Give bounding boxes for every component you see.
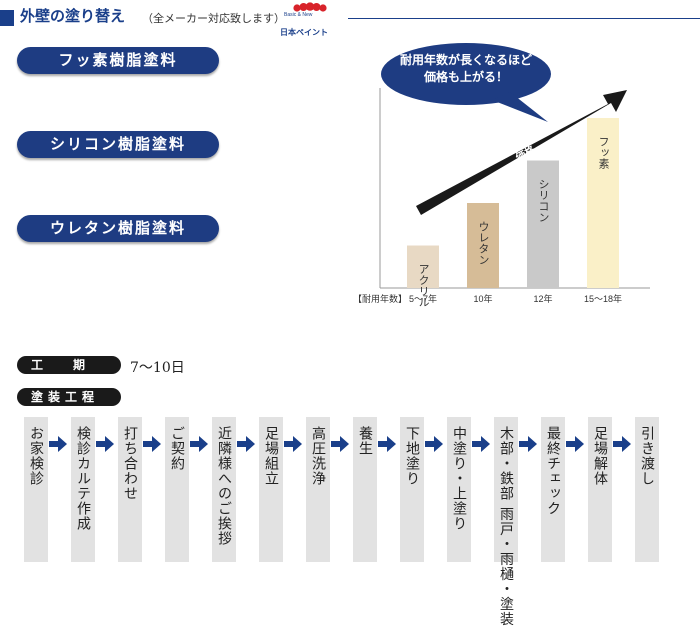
step-arrow-icon xyxy=(49,436,67,452)
step-arrow-icon xyxy=(237,436,255,452)
header-rule xyxy=(348,18,700,19)
process-step-label: 検診カルテ作成 xyxy=(75,426,91,531)
step-arrow-icon xyxy=(472,436,490,452)
process-step: 検診カルテ作成 xyxy=(71,417,95,562)
period-label: 工 期 xyxy=(17,356,121,374)
process-step: 下地塗り xyxy=(400,417,424,562)
x-tick-4: 15〜18年 xyxy=(584,293,622,304)
process-step-label: 下地塗り xyxy=(404,426,420,486)
callout-tail xyxy=(492,92,548,122)
bar-3 xyxy=(527,160,559,288)
bar-2 xyxy=(467,203,499,288)
paint-silicone-label: シリコン樹脂塗料 xyxy=(17,131,219,158)
callout-bubble xyxy=(381,43,551,105)
process-step-label: 足場組立 xyxy=(263,426,279,486)
step-arrow-icon xyxy=(613,436,631,452)
step-arrow-icon xyxy=(96,436,114,452)
process-step: 足場解体 xyxy=(588,417,612,562)
process-step: 高圧洗浄 xyxy=(306,417,330,562)
process-step-label: お家検診 xyxy=(28,426,44,486)
process-step-label: ご契約 xyxy=(169,426,185,471)
bar-1 xyxy=(407,245,439,288)
period-value: 7〜10日 xyxy=(130,360,185,376)
process-step-label: 中塗り・上塗り xyxy=(451,426,467,531)
process-step: 近隣様へのご挨拶 xyxy=(212,417,236,562)
paint-urethane-label: ウレタン樹脂塗料 xyxy=(17,215,219,242)
header-marker xyxy=(0,10,14,26)
process-step: 最終チェック xyxy=(541,417,565,562)
step-arrow-icon xyxy=(566,436,584,452)
process-step: 打ち合わせ xyxy=(118,417,142,562)
process-step-label: 打ち合わせ xyxy=(122,426,138,501)
bar-label-1: アクリル xyxy=(417,264,430,308)
process-label: 塗装工程 xyxy=(17,388,121,406)
process-step: 養生 xyxy=(353,417,377,562)
process-step-label: 木部・鉄部 雨戸・雨樋・塗装 xyxy=(498,426,514,626)
logo-text: 日本ペイント xyxy=(280,28,328,37)
process-step: ご契約 xyxy=(165,417,189,562)
process-step: 引き渡し xyxy=(635,417,659,562)
process-step-label: 高圧洗浄 xyxy=(310,426,326,486)
x-axis-label: 【耐用年数】 xyxy=(353,293,407,304)
bar-label-4: フッ素 xyxy=(597,136,610,169)
step-arrow-icon xyxy=(190,436,208,452)
process-step-label: 近隣様へのご挨拶 xyxy=(216,426,232,546)
process-step-label: 養生 xyxy=(357,426,373,456)
logo-tagline: Basic & New xyxy=(284,12,313,18)
process-step-label: 引き渡し xyxy=(639,426,655,486)
step-arrow-icon xyxy=(378,436,396,452)
step-arrow-icon xyxy=(519,436,537,452)
process-step: 木部・鉄部 雨戸・雨樋・塗装 xyxy=(494,417,518,626)
process-step: 足場組立 xyxy=(259,417,283,562)
process-step: 中塗り・上塗り xyxy=(447,417,471,562)
step-arrow-icon xyxy=(284,436,302,452)
x-tick-3: 12年 xyxy=(533,293,552,304)
bar-label-2: ウレタン xyxy=(477,221,489,265)
paint-fluorine-label: フッ素樹脂塗料 xyxy=(17,47,219,74)
process-step: お家検診 xyxy=(24,417,48,562)
nippon-paint-logo xyxy=(293,2,327,12)
bar-4 xyxy=(587,118,619,288)
page-title: 外壁の塗り替え xyxy=(20,7,126,25)
step-arrow-icon xyxy=(425,436,443,452)
price-arrow xyxy=(416,90,627,215)
process-step-label: 足場解体 xyxy=(592,426,608,486)
callout-text: 耐用年数が長くなるほど価格も上がる！ xyxy=(400,52,532,84)
x-tick-2: 10年 xyxy=(473,293,492,304)
page-subtitle: （全メーカー対応致します） xyxy=(142,12,285,25)
process-step-label: 最終チェック xyxy=(545,426,561,516)
bar-label-3: シリコン xyxy=(537,179,549,223)
step-arrow-icon xyxy=(143,436,161,452)
x-tick-1: 5〜7年 xyxy=(409,293,437,304)
step-arrow-icon xyxy=(331,436,349,452)
